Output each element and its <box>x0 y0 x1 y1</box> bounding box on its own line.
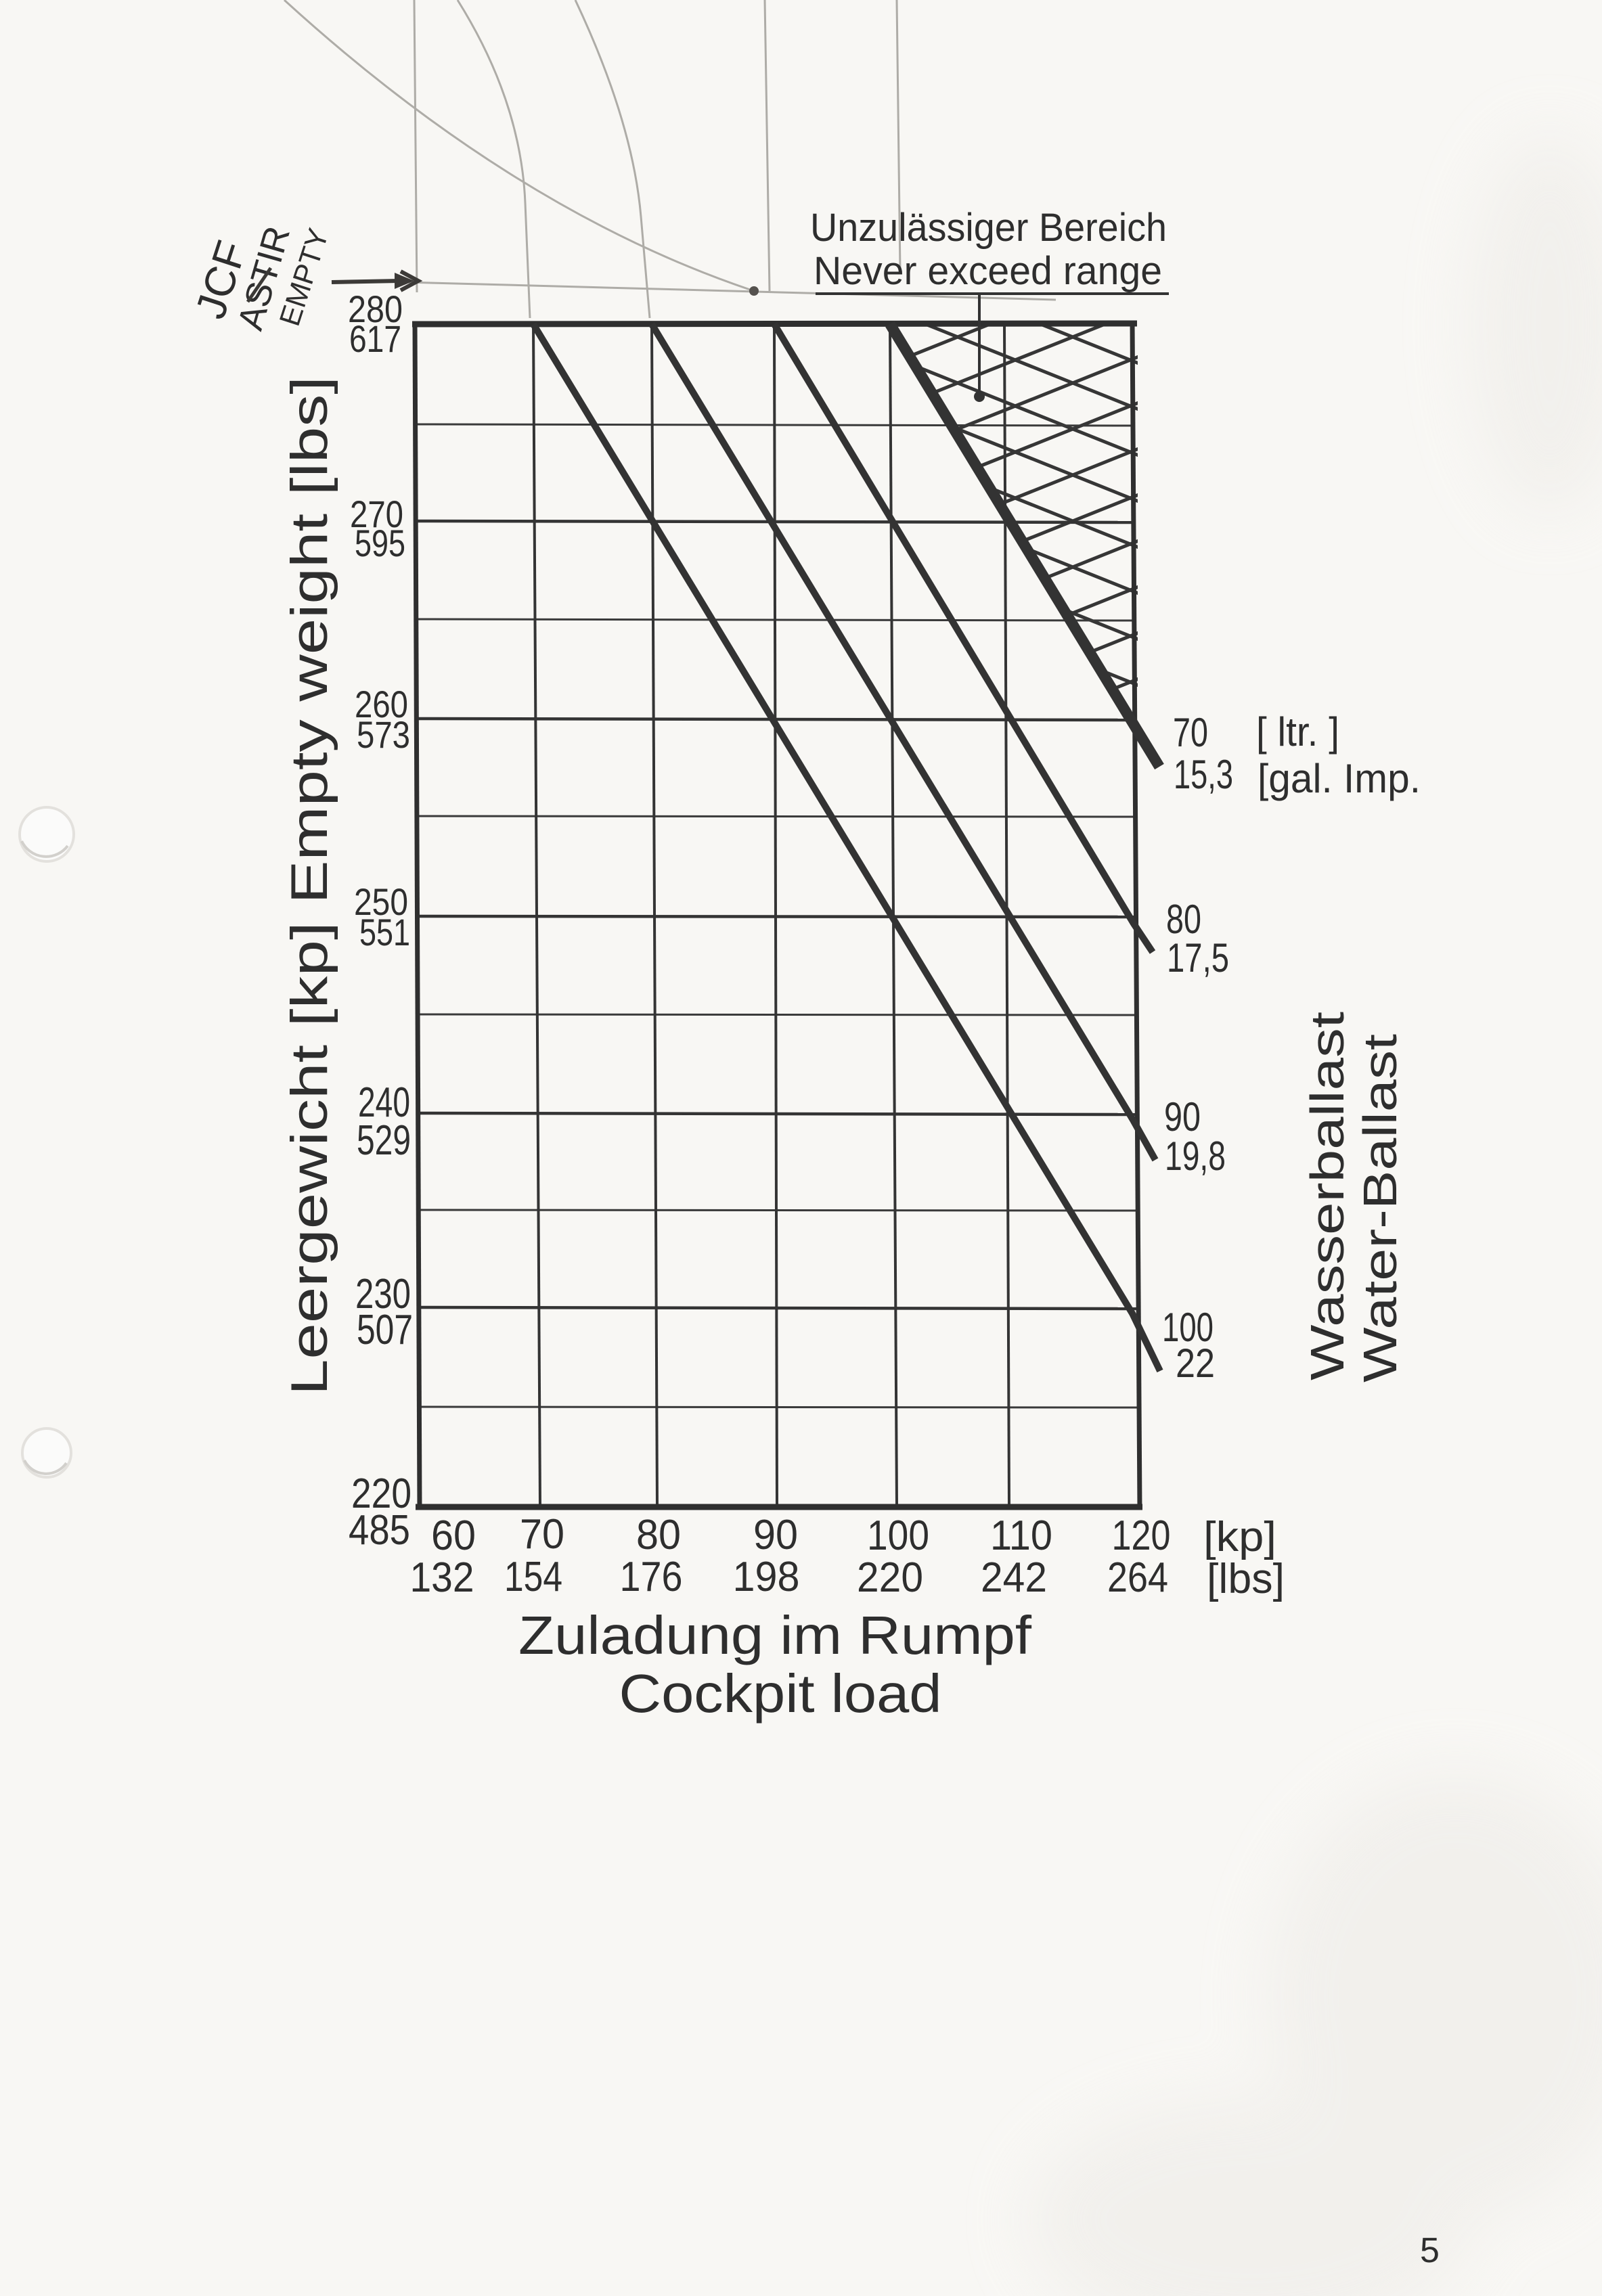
svg-text:60: 60 <box>431 1512 476 1559</box>
svg-text:230: 230 <box>355 1271 411 1318</box>
svg-text:264: 264 <box>1107 1554 1168 1601</box>
svg-text:270: 270 <box>350 493 403 535</box>
svg-text:100: 100 <box>867 1512 929 1559</box>
svg-text:260: 260 <box>355 683 408 725</box>
svg-text:Leergewicht [kp] Empty weight: Leergewicht [kp] Empty weight [lbs] <box>281 376 338 1395</box>
svg-text:110: 110 <box>990 1512 1052 1559</box>
svg-text:176: 176 <box>620 1554 683 1600</box>
svg-text:551: 551 <box>359 911 410 953</box>
svg-text:80: 80 <box>1166 897 1201 942</box>
svg-text:198: 198 <box>733 1554 800 1600</box>
svg-text:573: 573 <box>357 713 410 756</box>
svg-text:Water-Ballast: Water-Ballast <box>1354 1034 1406 1382</box>
svg-text:220: 220 <box>351 1470 411 1517</box>
svg-text:90: 90 <box>1164 1094 1201 1140</box>
svg-text:19,8: 19,8 <box>1165 1133 1226 1179</box>
svg-text:80: 80 <box>636 1512 681 1558</box>
svg-text:[kp]: [kp] <box>1203 1514 1276 1560</box>
svg-text:154: 154 <box>504 1554 562 1600</box>
svg-text:Cockpit load: Cockpit load <box>619 1663 942 1724</box>
svg-text:250: 250 <box>354 880 408 923</box>
svg-text:22: 22 <box>1176 1341 1215 1386</box>
svg-text:70: 70 <box>1173 710 1208 755</box>
svg-text:280: 280 <box>348 288 403 330</box>
svg-text:Wasserballast: Wasserballast <box>1301 1012 1354 1380</box>
svg-text:132: 132 <box>410 1554 474 1601</box>
svg-text:5: 5 <box>1420 2231 1440 2270</box>
svg-text:240: 240 <box>358 1079 410 1126</box>
svg-text:17,5: 17,5 <box>1167 935 1229 981</box>
svg-text:507: 507 <box>357 1307 413 1353</box>
svg-text:617: 617 <box>349 317 401 360</box>
svg-text:242: 242 <box>981 1554 1047 1601</box>
svg-text:Never exceed range: Never exceed range <box>814 249 1162 293</box>
svg-text:90: 90 <box>753 1512 798 1558</box>
svg-text:[gal. Imp.: [gal. Imp. <box>1258 756 1421 801</box>
svg-text:485: 485 <box>349 1507 410 1554</box>
svg-text:Unzulässiger Bereich: Unzulässiger Bereich <box>810 206 1167 250</box>
svg-text:220: 220 <box>857 1554 923 1601</box>
svg-text:120: 120 <box>1112 1512 1171 1559</box>
svg-text:15,3: 15,3 <box>1174 752 1233 797</box>
svg-text:70: 70 <box>520 1511 564 1558</box>
svg-text:[ ltr. ]: [ ltr. ] <box>1256 709 1339 755</box>
svg-text:529: 529 <box>357 1117 411 1164</box>
svg-text:[lbs]: [lbs] <box>1207 1556 1285 1602</box>
svg-text:595: 595 <box>355 522 405 564</box>
svg-text:100: 100 <box>1162 1305 1214 1350</box>
svg-text:Zuladung im Rumpf: Zuladung im Rumpf <box>518 1605 1032 1665</box>
